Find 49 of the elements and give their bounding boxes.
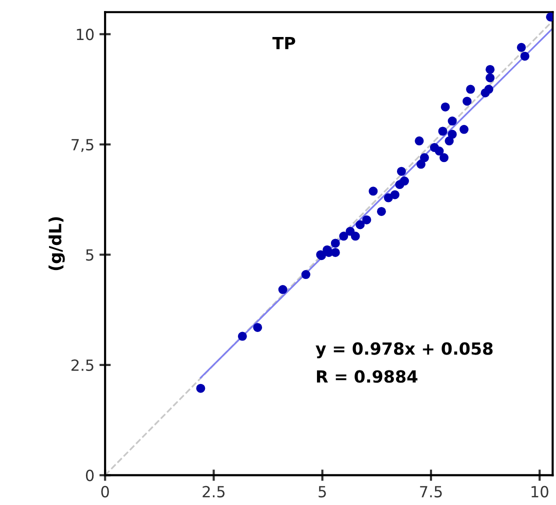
point: [356, 220, 365, 230]
point: [466, 84, 476, 94]
point: [444, 136, 454, 146]
y-tick-label: 5: [86, 249, 94, 261]
point: [196, 384, 206, 393]
point: [396, 166, 406, 176]
annotation: y = 0.978x + 0.058: [316, 342, 493, 358]
point: [448, 116, 457, 126]
x-tick-label: 7.5: [420, 486, 442, 498]
y-tick-label: 0: [86, 470, 94, 482]
point: [278, 285, 288, 294]
point: [339, 232, 348, 241]
point: [414, 136, 424, 146]
x-tick-label: 0: [101, 486, 109, 498]
x-tick-label: 5: [318, 486, 326, 498]
point: [434, 146, 444, 156]
point: [438, 126, 448, 136]
y-tick-label: 7,5: [72, 139, 94, 152]
point: [486, 73, 495, 82]
point: [350, 232, 360, 241]
point: [376, 206, 386, 216]
point: [416, 160, 426, 169]
point: [420, 153, 429, 162]
point: [440, 102, 450, 112]
point: [346, 226, 355, 236]
point: [330, 238, 340, 248]
y-tick-label: 2.5: [71, 359, 94, 371]
point: [520, 52, 530, 61]
point: [484, 84, 494, 94]
point: [460, 124, 469, 134]
y-tick-label: 10: [76, 28, 94, 40]
x-tick-label: 10: [532, 486, 548, 498]
point: [440, 153, 449, 162]
annotation: TP: [272, 36, 296, 50]
point: [390, 190, 400, 200]
x-tick-label: 2.5: [202, 486, 225, 498]
point: [448, 130, 457, 139]
point: [253, 322, 262, 332]
point: [400, 176, 409, 186]
point: [368, 186, 378, 196]
point: [486, 64, 495, 74]
point: [362, 215, 372, 224]
point: [462, 96, 472, 106]
y-axis-title: (g/dL): [48, 217, 65, 270]
annotation: R = 0.9884: [316, 370, 418, 383]
point: [384, 193, 393, 202]
point: [238, 332, 247, 341]
point: [516, 42, 526, 52]
point: [301, 270, 310, 280]
